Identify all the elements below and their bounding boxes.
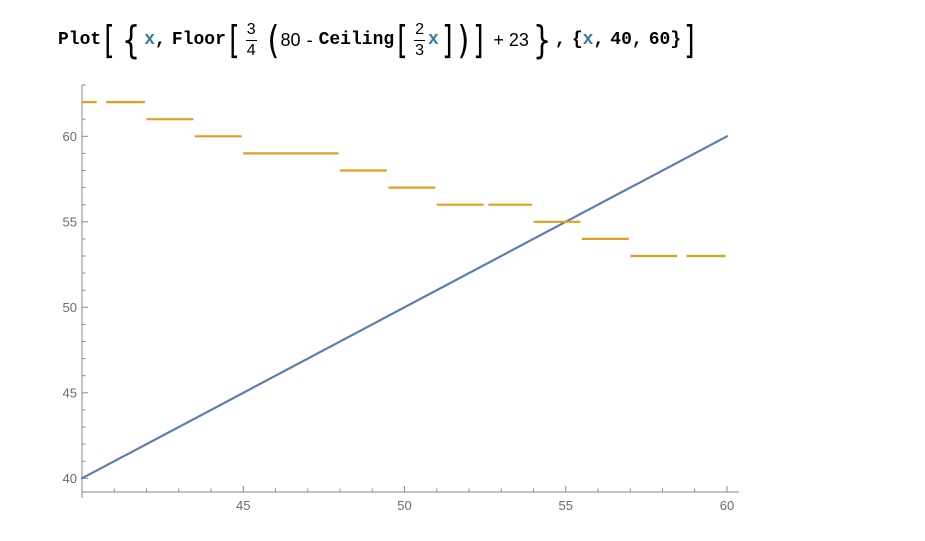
plus-constant: + 23 [493, 29, 529, 50]
close-bracket: ] [473, 18, 485, 62]
range-end: 60 [648, 30, 671, 50]
number-eighty: 80 [280, 29, 301, 50]
x-tick-label: 55 [559, 498, 573, 513]
open-bracket: [ [397, 18, 408, 62]
close-brace: } [532, 18, 552, 62]
y-tick-label: 40 [63, 471, 77, 486]
fraction-numerator: 2 [415, 20, 424, 38]
line-series-y-equals-x [80, 135, 729, 480]
fraction-denominator: 4 [246, 41, 256, 59]
close-paren: ) [457, 18, 470, 62]
comma: , [593, 30, 605, 50]
x-tick-label: 50 [397, 498, 411, 513]
variable-x: x [144, 30, 156, 50]
fraction-numerator: 3 [246, 20, 256, 38]
range-start: 40 [610, 30, 632, 50]
open-paren: ( [267, 18, 280, 62]
variable-x: x [428, 30, 439, 50]
comma: , [631, 30, 643, 50]
x-tick-label: 45 [236, 498, 250, 513]
range-open-brace: { [571, 30, 583, 50]
plot-function: Plot [58, 30, 102, 50]
fraction-three-quarters: 3 4 [245, 20, 257, 59]
comma: , [155, 30, 166, 50]
open-bracket: [ [229, 18, 240, 62]
floor-function: Floor [171, 30, 226, 50]
close-bracket: ] [684, 18, 695, 62]
y-tick-label: 60 [63, 129, 77, 144]
input-expression[interactable]: Plot [ { x , Floor [ 3 4 ( 80 - Ceiling … [58, 16, 698, 64]
range-variable: x [582, 30, 594, 50]
fraction-two-thirds: 2 3 [414, 20, 426, 59]
open-bracket: [ [104, 18, 115, 62]
y-tick-label: 55 [63, 214, 77, 229]
x-tick-label: 60 [720, 498, 734, 513]
ceiling-function: Ceiling [318, 30, 395, 50]
close-bracket: ] [442, 18, 453, 62]
y-tick-label: 50 [63, 300, 77, 315]
open-brace: { [122, 18, 141, 62]
y-tick-label: 45 [63, 385, 77, 400]
comma: , [555, 30, 566, 50]
minus-sign: - [306, 29, 313, 50]
fraction-denominator: 3 [415, 41, 424, 59]
range-close-brace: } [670, 30, 682, 50]
